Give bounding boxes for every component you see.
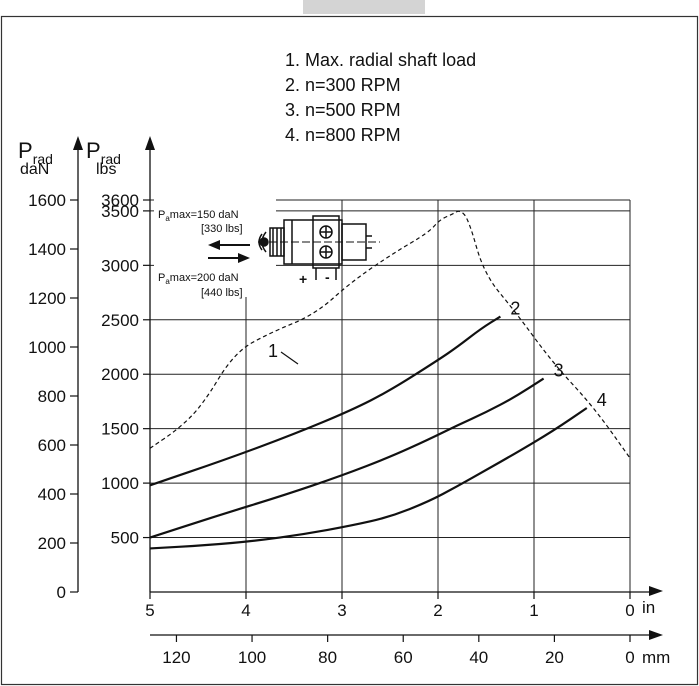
right-tick-label: 2500 [101, 311, 139, 330]
left-tick-label: 0 [57, 583, 66, 602]
top-tab-marker [303, 0, 425, 14]
inset-push-label: Pamax=150 daN [158, 209, 239, 223]
inset-pull-lbs: [440 lbs] [201, 287, 243, 299]
in-axis-arrow [649, 586, 663, 596]
mm-tick-label: 0 [625, 648, 634, 667]
series-curve-3 [149, 377, 545, 539]
right-tick-label: 500 [111, 529, 139, 548]
right-arrow-icon [208, 253, 250, 263]
series-layer [149, 210, 631, 550]
inset-push-value: max=150 daN [170, 209, 239, 221]
left-tick-label: 1600 [28, 191, 66, 210]
plus-sign: + [299, 271, 307, 287]
inset-push-symbol: P [158, 209, 165, 221]
left-axis-subscript: rad [33, 151, 53, 167]
svg-text:Prad: Prad [18, 138, 53, 167]
mm-tick-label: 120 [162, 648, 190, 667]
inset-diagram: Pamax=150 daN [330 lbs] Pamax=200 daN [4… [154, 195, 380, 299]
in-tick-label: 1 [529, 601, 538, 620]
series-curve-2 [149, 315, 501, 487]
right-tick-label: 2000 [101, 365, 139, 384]
left-axis-unit: daN [20, 161, 49, 178]
left-tick-label: 600 [38, 436, 66, 455]
left-tick-label: 1200 [28, 289, 66, 308]
in-tick-label: 5 [145, 601, 154, 620]
left-tick-label: 1000 [28, 338, 66, 357]
right-axis-symbol: P [86, 138, 101, 163]
left-arrow-icon [208, 240, 250, 250]
right-axis-arrow [145, 136, 155, 150]
left-axis-symbol: P [18, 138, 33, 163]
series-label-4: 4 [597, 390, 607, 410]
legend: 1. Max. radial shaft load 2. n=300 RPM 3… [285, 50, 476, 145]
inset-pull-value: max=200 daN [170, 272, 239, 284]
right-tick-label: 3000 [101, 256, 139, 275]
mm-axis-unit: mm [642, 648, 670, 667]
inset-pull-sub: a [165, 277, 170, 286]
inset-push-sub: a [165, 214, 170, 223]
legend-item-4: 4. n=800 RPM [285, 125, 401, 145]
inset-pull-symbol: P [158, 272, 165, 284]
legend-item-1: 1. Max. radial shaft load [285, 50, 476, 70]
series-label-1: 1 [268, 341, 278, 361]
left-tick-label: 400 [38, 485, 66, 504]
right-tick-label: 1500 [101, 420, 139, 439]
inset-push-lbs: [330 lbs] [201, 223, 243, 235]
series-leader-1 [280, 351, 299, 365]
svg-text:Prad: Prad [86, 138, 121, 167]
outer-border [0, 15, 699, 686]
in-tick-label: 0 [625, 601, 634, 620]
minus-sign: - [325, 269, 330, 285]
left-axis-arrow [73, 136, 83, 150]
left-tick-label: 800 [38, 387, 66, 406]
in-tick-label: 2 [433, 601, 442, 620]
in-tick-label: 4 [241, 601, 250, 620]
left-tick-label: 1400 [28, 240, 66, 259]
mm-tick-label: 20 [545, 648, 564, 667]
series-curve-4 [149, 407, 588, 550]
axes: 1600140012001000800600400200036003500300… [28, 150, 670, 667]
left-axis-title: Prad daN [18, 138, 53, 178]
motor-icon [258, 215, 380, 280]
in-tick-label: 3 [337, 601, 346, 620]
right-axis-title: Prad lbs [86, 138, 121, 178]
inset-pull-label: Pamax=200 daN [158, 272, 239, 286]
series-label-3: 3 [554, 361, 564, 381]
series-curve-1 [149, 210, 631, 459]
right-tick-label: 1000 [101, 474, 139, 493]
left-tick-label: 200 [38, 534, 66, 553]
series-labels: 1 2 3 4 [268, 299, 607, 410]
right-tick-label: 3500 [101, 202, 139, 221]
right-axis-unit: lbs [96, 161, 116, 178]
right-axis-subscript: rad [101, 151, 121, 167]
in-axis-unit: in [642, 598, 655, 617]
legend-item-3: 3. n=500 RPM [285, 100, 401, 120]
mm-axis-arrow [649, 630, 663, 640]
mm-tick-label: 40 [469, 648, 488, 667]
legend-item-2: 2. n=300 RPM [285, 75, 401, 95]
series-label-2: 2 [510, 299, 520, 319]
mm-tick-label: 80 [318, 648, 337, 667]
mm-tick-label: 60 [394, 648, 413, 667]
right-tick-label: 3600 [101, 191, 139, 210]
mm-tick-label: 100 [238, 648, 266, 667]
